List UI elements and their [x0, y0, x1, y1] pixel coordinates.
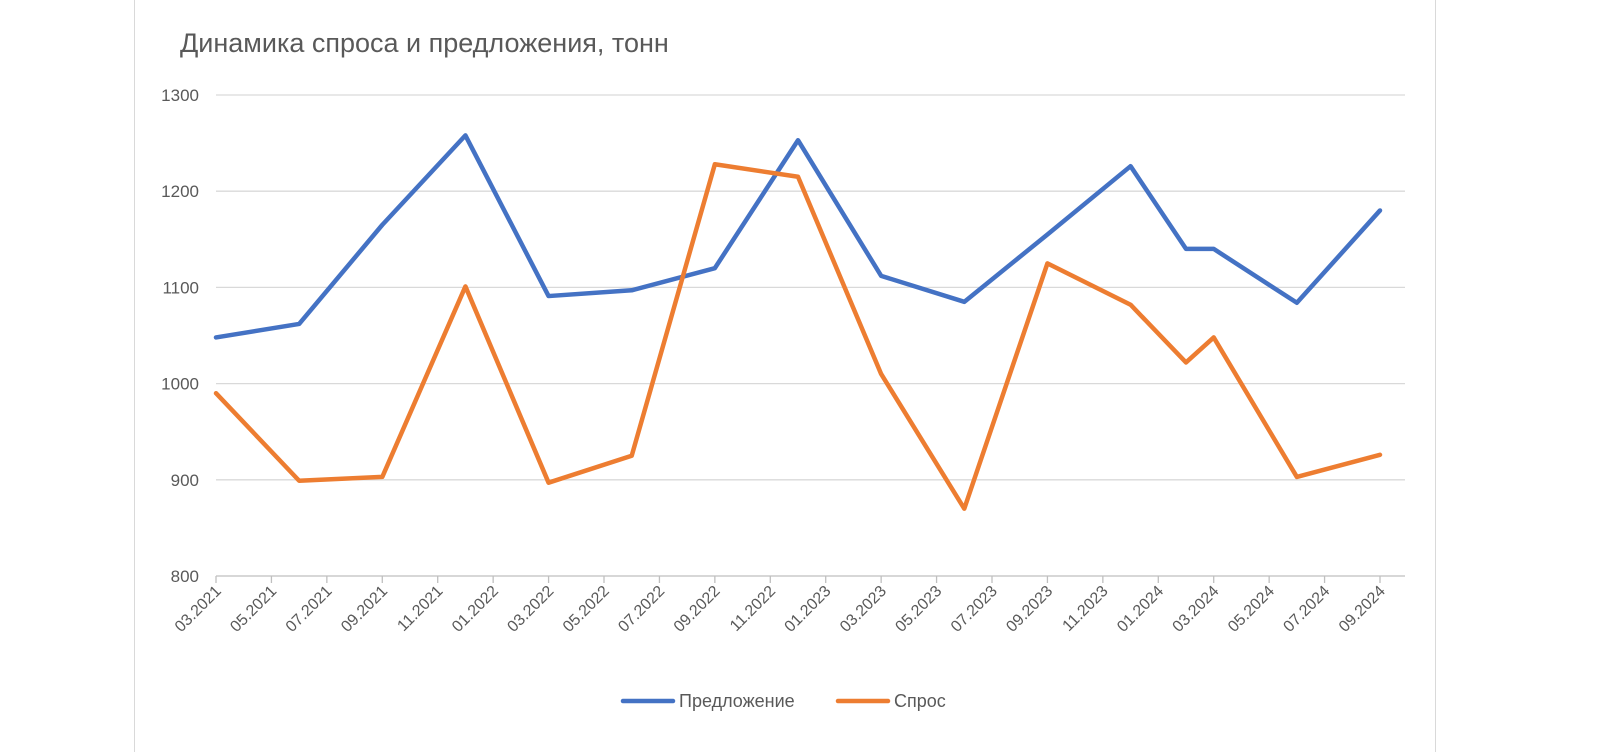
x-tick-label: 09.2022	[671, 583, 724, 636]
x-tick-label: 05.2022	[560, 583, 613, 636]
x-tick-label: 03.2024	[1170, 583, 1223, 636]
y-tick-label: 1000	[161, 375, 199, 394]
y-tick-label: 800	[171, 567, 199, 586]
series-line-2	[213, 162, 1383, 511]
series-lines	[213, 133, 1383, 511]
y-tick-label: 1200	[161, 182, 199, 201]
y-tick-label: 900	[171, 471, 199, 490]
x-tick-label: 01.2023	[782, 583, 835, 636]
y-tick-label: 1300	[161, 86, 199, 105]
legend-label: Предложение	[679, 691, 795, 711]
chart-title: Динамика спроса и предложения, тонн	[180, 28, 669, 58]
x-tick-label: 03.2022	[504, 583, 557, 636]
x-tick-label: 03.2021	[172, 583, 225, 636]
legend-label: Спрос	[894, 691, 946, 711]
x-tick-label: 07.2022	[615, 583, 668, 636]
series-line-1	[213, 133, 1383, 340]
x-tick-label: 11.2021	[394, 583, 446, 635]
y-axis-ticks: 800 900 1000 1100 1200 1300	[161, 86, 199, 586]
x-tick-label: 11.2023	[1060, 583, 1112, 635]
x-tick-label: 09.2021	[338, 583, 391, 636]
chart-frame	[134, 0, 1436, 752]
y-tick-label: 1100	[162, 278, 199, 297]
x-tick-label: 05.2024	[1225, 583, 1278, 636]
legend: Предложение Спрос	[620, 691, 946, 711]
gridlines	[216, 94, 1405, 481]
x-tick-label: 11.2022	[727, 583, 779, 635]
x-tick-label: 05.2023	[892, 583, 945, 636]
x-tick-label: 01.2022	[449, 583, 502, 636]
x-tick-label: 09.2024	[1336, 583, 1389, 636]
x-tick-label: 05.2021	[227, 583, 280, 636]
x-tick-label: 03.2023	[837, 583, 890, 636]
x-tick-label: 01.2024	[1114, 583, 1167, 636]
x-tick-label: 07.2024	[1280, 583, 1333, 636]
x-tick-label: 07.2023	[948, 583, 1001, 636]
x-axis: 03.2021 05.2021 07.2021 09.2021 11.2021 01.20…	[172, 575, 1405, 636]
x-tick-label: 09.2023	[1003, 583, 1056, 636]
x-tick-label: 07.2021	[283, 583, 336, 636]
